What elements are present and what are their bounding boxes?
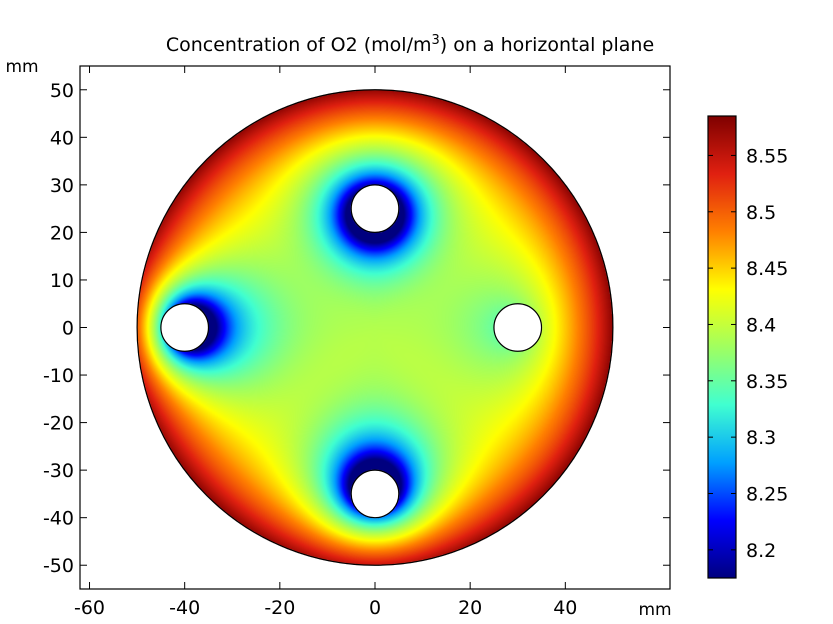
x-tick-label: -20 xyxy=(264,597,295,619)
y-tick-label: 10 xyxy=(50,270,74,292)
x-tick-label: -40 xyxy=(169,597,200,619)
hole-4 xyxy=(350,469,400,519)
x-tick-label: 0 xyxy=(369,597,381,619)
colorbar-ticks: 8.55 8.5 8.45 8.4 8.35 8.3 8.25 8.2 xyxy=(708,145,788,562)
title-suffix: ) on a horizontal plane xyxy=(440,34,654,56)
title-superscript: 3 xyxy=(431,33,439,48)
geometry-boundaries xyxy=(136,89,614,566)
y-tick-label: -20 xyxy=(43,413,74,435)
colorbar-gradient xyxy=(707,115,737,579)
colorbar: 8.55 8.5 8.45 8.4 8.35 8.3 8.25 8.2 xyxy=(707,115,788,579)
plot-area: -60 -40 -20 0 20 40 50 40 30 20 10 0 -10 -20 -30 -40 -5… xyxy=(5,57,671,620)
y-tick-label: 40 xyxy=(50,127,74,149)
colorbar-tick-label: 8.35 xyxy=(746,371,788,393)
x-tick-label: 20 xyxy=(458,597,482,619)
colorbar-tick-label: 8.5 xyxy=(746,202,776,224)
y-tick-label: -30 xyxy=(43,460,74,482)
hole-3 xyxy=(493,303,543,352)
x-axis-unit: mm xyxy=(638,600,671,620)
colorbar-tick-label: 8.4 xyxy=(746,314,776,336)
y-tick-label: 0 xyxy=(62,318,74,340)
y-axis: 50 40 30 20 10 0 -10 -20 -30 -40 -50 xyxy=(43,80,670,577)
y-tick-label: -40 xyxy=(43,508,74,530)
x-tick-label: 40 xyxy=(553,597,577,619)
plot-title: Concentration of O2 (mol/m3) on a horizo… xyxy=(166,33,654,56)
hole-2 xyxy=(160,303,210,352)
colorbar-tick-label: 8.45 xyxy=(746,258,788,280)
y-tick-label: -10 xyxy=(43,365,74,387)
colorbar-tick-label: 8.3 xyxy=(746,427,776,449)
domain-boundary xyxy=(136,89,614,566)
x-axis: -60 -40 -20 0 20 40 xyxy=(74,66,577,619)
hole-1 xyxy=(350,184,400,234)
colorbar-tick-label: 8.25 xyxy=(746,483,788,505)
y-tick-label: 20 xyxy=(50,222,74,244)
y-tick-label: 50 xyxy=(50,80,74,102)
title-prefix: Concentration of O2 (mol/m xyxy=(166,34,432,56)
y-axis-unit: mm xyxy=(5,57,38,77)
y-tick-label: 30 xyxy=(50,175,74,197)
colorbar-tick-label: 8.2 xyxy=(746,540,776,562)
colorbar-tick-label: 8.55 xyxy=(746,145,788,167)
x-tick-label: -60 xyxy=(74,597,105,619)
y-tick-label: -50 xyxy=(43,555,74,577)
